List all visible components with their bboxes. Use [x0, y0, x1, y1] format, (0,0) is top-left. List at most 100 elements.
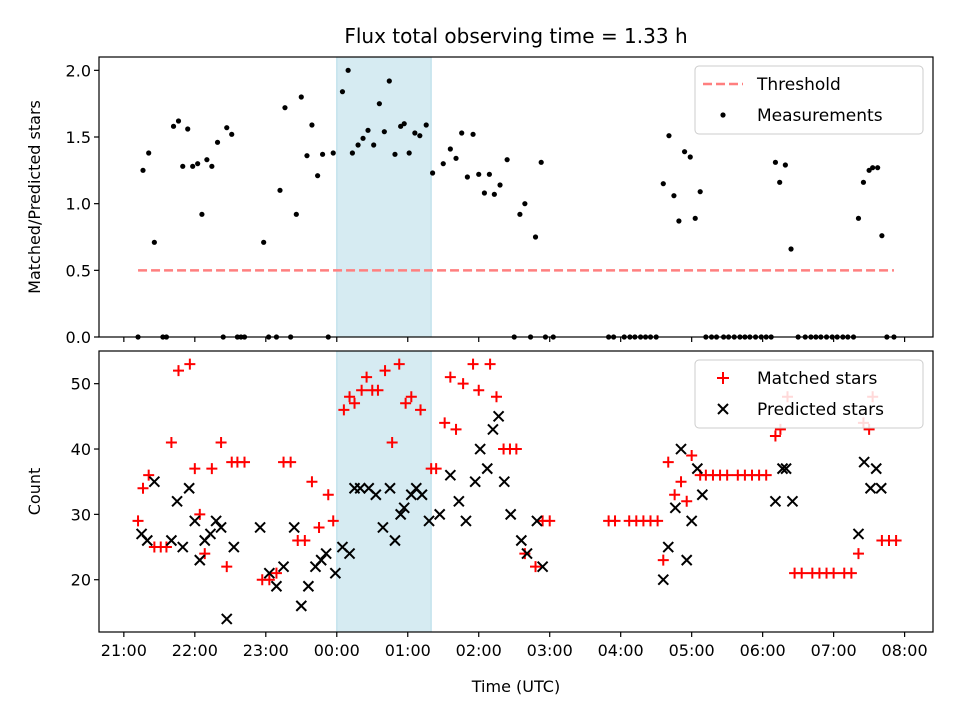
- data-point: [180, 163, 186, 169]
- data-point: [772, 159, 779, 165]
- data-point: [687, 154, 693, 160]
- y-tick-label: 1.0: [66, 195, 91, 214]
- data-point: [140, 167, 146, 173]
- data-point: [879, 233, 885, 239]
- data-point: [769, 495, 782, 508]
- data-point: [204, 157, 210, 163]
- data-point: [521, 547, 533, 560]
- data-point: [171, 495, 183, 508]
- data-point: [504, 157, 510, 163]
- data-point: [609, 515, 621, 527]
- data-point: [339, 89, 346, 95]
- data-point: [355, 142, 361, 148]
- data-point: [371, 142, 377, 148]
- data-point: [652, 515, 664, 527]
- data-point: [531, 515, 543, 527]
- data-point: [875, 482, 887, 494]
- data-point: [858, 456, 870, 468]
- data-point: [860, 179, 867, 185]
- data-point: [221, 561, 233, 573]
- data-point: [329, 567, 342, 579]
- data-point: [697, 189, 703, 195]
- data-point: [361, 371, 373, 383]
- data-point: [662, 541, 674, 553]
- data-point: [277, 187, 283, 193]
- legend: Threshold Measurements: [694, 65, 924, 135]
- data-point: [776, 462, 789, 475]
- data-point: [412, 130, 418, 136]
- data-point: [206, 463, 218, 475]
- data-point: [393, 358, 405, 370]
- y-tick-label: 20: [71, 571, 91, 590]
- data-point: [379, 365, 391, 377]
- data-point: [680, 554, 693, 566]
- data-point: [137, 482, 149, 494]
- x-tick-label: 04:00: [598, 641, 644, 660]
- data-point: [522, 201, 528, 207]
- data-point: [681, 495, 693, 507]
- x-tick-label: 07:00: [811, 641, 857, 660]
- data-point: [777, 179, 783, 185]
- data-point: [270, 567, 282, 579]
- y-tick-label: 0.5: [66, 261, 91, 280]
- legend-box: [694, 65, 924, 135]
- highlight-span: [336, 56, 432, 338]
- data-point: [852, 548, 864, 560]
- data-point: [457, 378, 469, 390]
- data-point: [194, 554, 206, 566]
- data-point: [183, 482, 195, 494]
- data-point: [675, 476, 687, 488]
- data-point: [536, 560, 549, 573]
- data-point: [327, 515, 339, 527]
- data-point: [474, 443, 486, 455]
- data-point: [467, 358, 479, 370]
- data-point: [473, 384, 485, 396]
- data-point: [769, 430, 781, 442]
- data-point: [377, 521, 389, 534]
- data-point: [657, 574, 669, 586]
- data-point: [845, 567, 857, 579]
- data-point: [349, 397, 361, 409]
- data-point: [444, 469, 457, 481]
- data-point: [309, 122, 315, 128]
- bottom-panel: 20 30 40 50 21:00 22:00 23:00 00:00 01:00 02:00 03…: [25, 350, 934, 696]
- data-point: [304, 153, 310, 159]
- data-point: [349, 150, 355, 156]
- data-point: [263, 574, 275, 586]
- data-point: [439, 417, 451, 429]
- data-point: [788, 246, 794, 252]
- data-point: [215, 436, 227, 448]
- data-point: [151, 239, 157, 245]
- data-point: [360, 135, 366, 141]
- data-point: [370, 489, 382, 501]
- data-point: [172, 365, 184, 377]
- data-point: [221, 613, 233, 625]
- data-point: [492, 410, 505, 423]
- data-point: [372, 384, 384, 396]
- data-point: [450, 423, 462, 435]
- data-point: [394, 508, 407, 521]
- data-point: [141, 534, 153, 547]
- data-point: [199, 548, 211, 560]
- data-point: [657, 554, 669, 566]
- legend-label: Measurements: [757, 106, 883, 126]
- data-point: [170, 123, 177, 129]
- data-point: [209, 163, 215, 169]
- data-point: [338, 404, 350, 416]
- data-point: [199, 211, 205, 217]
- data-point: [676, 218, 682, 224]
- data-point: [354, 482, 366, 494]
- data-point: [389, 534, 401, 547]
- x-tick-label: 23:00: [243, 641, 289, 660]
- data-point: [782, 162, 788, 168]
- data-point: [491, 191, 497, 197]
- data-point: [400, 397, 412, 409]
- data-point: [277, 560, 290, 573]
- data-point: [299, 535, 311, 547]
- data-point: [828, 567, 840, 579]
- data-point: [398, 502, 410, 514]
- data-point: [416, 489, 428, 501]
- top-panel: 0.0 0.5 1.0 1.5 2.0 Flux total observing time…: [25, 24, 934, 347]
- data-point: [184, 358, 196, 370]
- axes-frame: [98, 350, 934, 633]
